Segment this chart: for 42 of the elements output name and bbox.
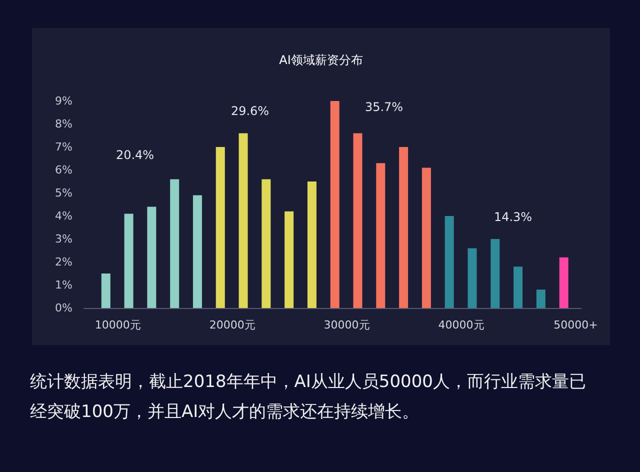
y-tick-label: 7%: [55, 140, 72, 154]
bar: [514, 266, 523, 308]
y-tick-label: 6%: [55, 164, 72, 176]
y-tick-label: 3%: [55, 232, 72, 246]
y-tick-label: 4%: [55, 210, 72, 222]
bar: [238, 133, 248, 308]
bar: [330, 101, 340, 308]
bar: [376, 163, 386, 308]
bar: [262, 179, 271, 308]
bar: [101, 274, 110, 308]
bar: [170, 179, 180, 308]
bar: [399, 147, 408, 308]
chart-title: AI领域薪资分布: [279, 53, 363, 67]
bar: [490, 239, 500, 308]
x-tick-label: 10000元: [94, 318, 141, 332]
annotation: 35.7%: [364, 100, 404, 114]
y-tick-label: 9%: [55, 94, 72, 108]
y-tick-label: 2%: [55, 256, 72, 268]
annotation: 14.3%: [494, 210, 532, 224]
bar: [444, 216, 454, 308]
bar: [307, 182, 316, 308]
bar: [284, 211, 294, 308]
bar: [536, 290, 546, 308]
x-tick-label: 50000+: [554, 318, 598, 332]
bar: [192, 195, 202, 308]
x-tick-label: 20000元: [209, 318, 256, 332]
bar: [216, 147, 225, 308]
bar: [124, 214, 134, 308]
bar: [147, 206, 156, 308]
y-tick-label: 8%: [55, 118, 72, 130]
bar: [353, 133, 362, 308]
y-tick-label: 5%: [55, 186, 72, 200]
bar: [559, 257, 568, 308]
y-tick-label: 1%: [55, 278, 72, 292]
bar: [468, 248, 477, 308]
x-tick-label: 40000元: [438, 318, 484, 332]
bar: [422, 168, 431, 308]
annotation: 29.6%: [230, 104, 270, 118]
annotation: 20.4%: [116, 148, 154, 162]
x-tick-label: 30000元: [324, 318, 370, 332]
text: 统计数据表明，截止2018年年中，AI从业人员50000人，而行业需求量已经突破100万，并且AI对人才的需求还在持续增长。: [30, 371, 587, 424]
y-tick-label: 0%: [55, 302, 72, 314]
